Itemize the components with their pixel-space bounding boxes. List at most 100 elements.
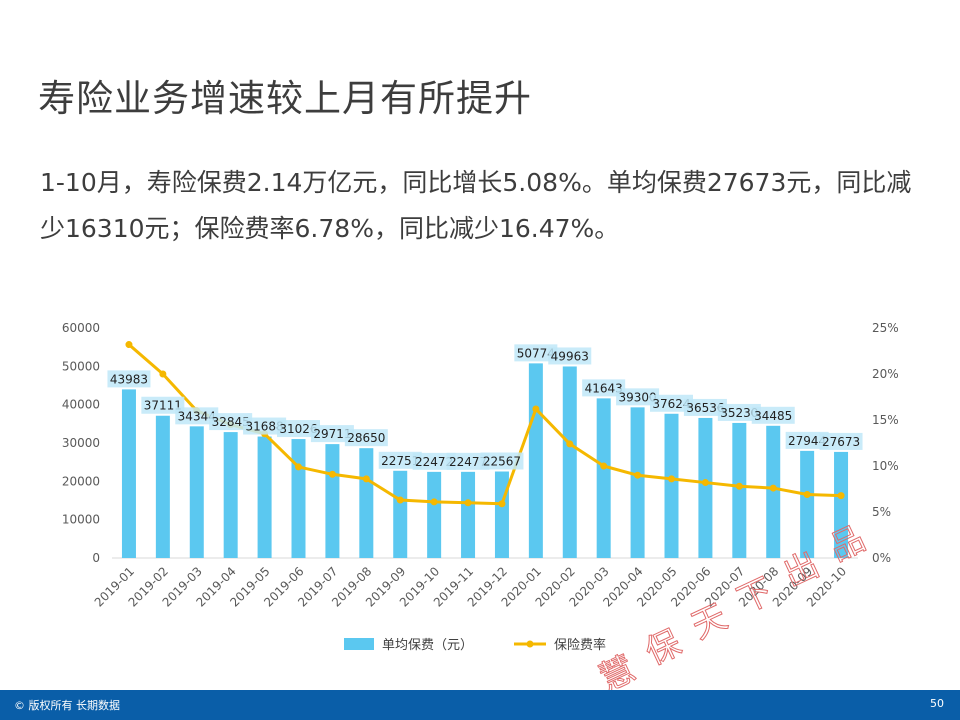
data-label-bg [175,407,219,425]
data-label-bg [582,379,626,397]
line-point [668,475,675,483]
line-point [396,496,404,504]
data-label-bg [751,406,795,424]
y-right-tick-label: 15% [872,413,899,427]
data-label-bg [650,394,693,412]
watermark-char: 品 [823,519,871,570]
data-label-bg [446,452,490,470]
line-point [803,491,811,499]
line-point [498,500,506,508]
bar [562,366,577,558]
y-left-tick-label: 0 [92,551,100,565]
y-left-tick-label: 30000 [62,436,100,450]
data-label-bg [683,398,727,416]
bar-data-label: 37111 [144,399,182,413]
bar-data-label: 34485 [754,409,792,423]
y-left-tick-label: 60000 [62,321,100,335]
line-point [159,370,167,378]
data-label-bg [310,425,354,443]
legend-label-line: 保险费率 [554,637,606,653]
line-point [464,499,472,507]
line-point [634,471,642,479]
bar-data-label: 49963 [551,349,589,363]
line-point [532,405,540,413]
data-label-bg [277,420,320,438]
line-point [769,484,777,492]
bar-data-label: 36536 [686,401,724,415]
bar [121,389,136,558]
bar-data-label: 22477 [449,455,487,469]
bar-data-label: 22567 [483,454,521,468]
line-point [701,479,709,487]
data-label-bg [717,403,761,421]
line-point [735,482,743,490]
data-label-bg [514,344,558,362]
bar-data-label: 31688 [245,420,283,434]
bar-data-label: 37624 [652,397,690,411]
bar [155,415,170,558]
y-right-tick-label: 20% [872,367,899,381]
bar [596,398,611,558]
bar [732,422,747,558]
data-label-bg [344,429,388,447]
line-point [566,440,574,448]
bar-data-label: 39300 [618,390,656,404]
bar-data-label: 41643 [585,381,623,395]
bar [630,407,645,558]
y-right-tick-label: 10% [872,459,899,473]
bar [834,451,849,558]
footer-bar: © 版权所有 长期数据 50 [0,690,960,720]
bar [427,471,442,558]
bar [800,450,815,558]
data-label-bg [412,452,456,470]
bar-data-label: 32845 [212,415,250,429]
data-label-bg [107,370,151,388]
bar [189,426,204,558]
bar-data-label: 34344 [178,409,216,423]
bar-data-label: 29711 [313,427,351,441]
y-left-tick-label: 10000 [62,513,100,527]
data-label-bg [548,347,592,365]
bar-data-label: 27944 [788,434,826,448]
legend-label-bar: 单均保费（元） [382,638,473,653]
line-point [295,463,302,471]
data-label-bg [243,417,287,435]
page-number: 50 [930,697,944,710]
data-label-bg [141,396,185,414]
data-label-bg [480,452,524,470]
summary-text: 1-10月，寿险保费2.14万亿元，同比增长5.08%。单均保费27673元，同… [40,168,912,243]
data-label-bg [378,451,422,469]
y-left-tick-label: 40000 [62,398,100,412]
bar [393,470,408,558]
data-label-bg [616,388,660,406]
line-point [362,475,370,483]
watermark-char: 保 [639,623,687,674]
bar-data-label: 27673 [822,435,860,449]
bar [257,436,272,558]
line-point [600,462,608,470]
watermark-char: 天 [685,597,733,648]
bar-data-label: 43983 [110,372,148,386]
bar [766,425,781,558]
line-point [125,341,133,349]
bar [359,448,374,558]
bar [223,432,238,558]
bar [494,471,509,558]
legend-swatch-bar [344,638,374,650]
footer-copyright: © 版权所有 长期数据 [14,699,120,712]
bar-data-label: 50774 [517,346,555,360]
bar-data-label: 31026 [279,422,317,436]
bar [698,417,713,558]
data-label-bg [819,432,863,450]
data-label-bg [785,431,829,449]
bar [461,471,476,558]
bar [325,444,340,558]
page-title: 寿险业务增速较上月有所提升 [38,77,532,120]
legend-swatch-marker [526,640,534,648]
line-point [837,492,845,500]
data-label-bg [209,413,253,431]
line-point [430,498,438,506]
y-right-tick-label: 0% [872,551,891,565]
premium-rate-chart: 0 10000 20000 30000 40000 50000 60000 0% 5% 10% 15… [62,321,899,690]
y-right-tick-label: 25% [872,321,899,335]
